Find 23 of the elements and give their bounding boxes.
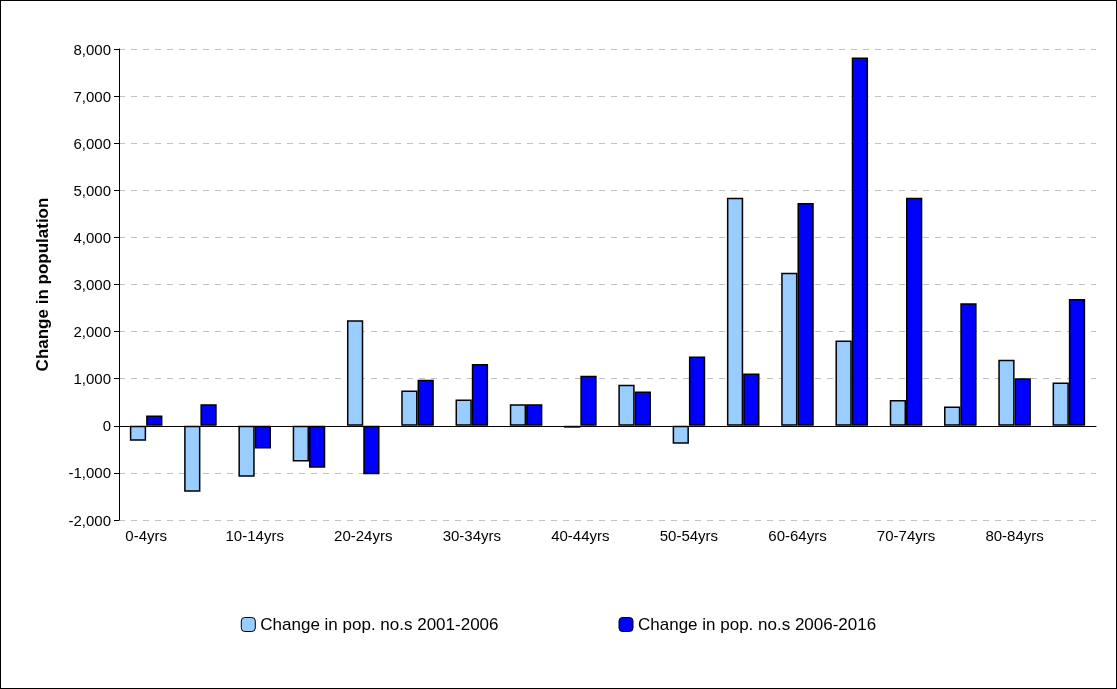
- y-tick-label: -1,000: [68, 464, 111, 482]
- x-tick-label: 30-34yrs: [442, 527, 501, 544]
- x-tick-label: 0-4yrs: [125, 527, 167, 544]
- x-tick-label: 60-64yrs: [768, 527, 827, 544]
- y-tick-label: 6,000: [73, 134, 111, 152]
- y-tick-label: -2,000: [68, 511, 111, 529]
- x-tick-label: 20-24yrs: [334, 527, 393, 544]
- y-tick-label: 1,000: [73, 370, 111, 388]
- y-tick-label: 5,000: [73, 181, 111, 199]
- x-tick-label: 50-54yrs: [659, 527, 719, 544]
- y-tick-label: 0: [102, 417, 111, 435]
- y-tick-label: 2,000: [73, 323, 111, 341]
- x-tick-label: 40-44yrs: [551, 527, 610, 544]
- y-tick-label: 8,000: [73, 40, 111, 58]
- y-tick-label: 3,000: [73, 276, 111, 293]
- x-tick-label: 10-14yrs: [225, 527, 284, 544]
- legend-label: Change in pop. no.s 2001-2006: [260, 615, 499, 634]
- y-tick-label: 4,000: [73, 228, 111, 246]
- x-tick-label: 80-84yrs: [985, 527, 1044, 544]
- x-tick-label: 70-74yrs: [876, 527, 936, 544]
- y-axis-title: Change in population: [33, 197, 52, 372]
- legend-label: Change in pop. no.s 2006-2016: [638, 615, 877, 634]
- y-tick-label: 7,000: [73, 87, 111, 105]
